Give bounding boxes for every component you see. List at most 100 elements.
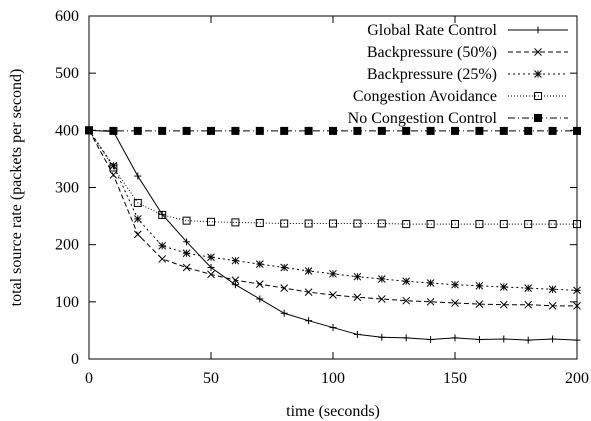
filled-square-marker: [402, 126, 411, 135]
open-square-marker: [158, 210, 167, 219]
marker-stroke: [377, 295, 386, 303]
filled-square-marker: [109, 126, 118, 135]
marker-stroke: [475, 300, 484, 308]
legend-label: Backpressure (25%): [367, 66, 497, 83]
marker-stroke: [402, 296, 411, 305]
marker-square: [451, 220, 459, 229]
plus-marker: [231, 281, 239, 289]
filled-square-marker: [573, 126, 581, 135]
filled-square-marker: [304, 126, 313, 135]
open-square-marker: [548, 220, 557, 229]
marker-stroke: [280, 284, 289, 292]
marker-square: [85, 126, 93, 135]
series-1: [85, 126, 581, 310]
cross-marker: [499, 300, 508, 309]
marker-stroke: [133, 215, 142, 223]
filled-square-marker: [534, 114, 542, 122]
star-marker: [133, 215, 142, 223]
marker-stroke: [534, 48, 542, 56]
cross-marker: [353, 293, 362, 302]
filled-square-marker: [280, 126, 289, 135]
star-marker: [426, 279, 435, 287]
marker-stroke: [573, 301, 581, 310]
marker-square: [158, 210, 167, 219]
filled-square-marker: [133, 126, 142, 135]
cross-marker: [329, 291, 337, 299]
x-tick-label: 200: [565, 370, 589, 387]
filled-square-marker: [207, 126, 215, 135]
filled-square-marker: [426, 126, 435, 135]
marker-stroke: [133, 230, 142, 239]
x-tick-label: 50: [203, 370, 219, 387]
marker-stroke: [329, 269, 337, 278]
marker-square: [353, 219, 362, 228]
open-square-marker: [534, 92, 542, 100]
plus-marker: [280, 309, 288, 317]
marker-stroke: [451, 280, 459, 289]
series-0: [85, 126, 581, 344]
plus-marker: [475, 336, 483, 344]
marker-stroke: [499, 283, 508, 291]
cross-marker: [402, 296, 411, 305]
legend: Global Rate Control Backpressure (50%) Bac…: [348, 22, 568, 127]
marker-stroke: [158, 241, 167, 250]
marker-square: [158, 126, 167, 135]
filled-square-marker: [231, 126, 240, 135]
marker-square: [499, 220, 508, 229]
marker-square: [133, 198, 142, 207]
star-marker: [207, 253, 215, 262]
star-marker: [182, 249, 191, 258]
cross-marker: [377, 295, 386, 303]
filled-square-marker: [329, 126, 337, 135]
marker-stroke: [207, 270, 215, 279]
filled-square-marker: [475, 126, 484, 135]
star-marker: [255, 260, 264, 268]
marker-square: [402, 126, 411, 135]
y-axis-label: total source rate (packets per second): [8, 69, 25, 307]
marker-stroke: [109, 171, 118, 179]
cross-marker: [304, 288, 313, 296]
star-marker: [377, 275, 386, 283]
axis-ticks: 0 50 100 150 200 0 100 200 300 400 500 600: [55, 8, 589, 387]
star-marker: [451, 280, 459, 289]
open-square-marker: [133, 198, 142, 207]
open-square-marker: [377, 219, 386, 228]
star-marker: [231, 256, 240, 265]
plot-border: [88, 15, 578, 360]
marker-square: [304, 219, 313, 228]
open-square-marker: [451, 220, 459, 229]
marker-stroke: [548, 301, 557, 310]
plus-marker: [158, 210, 166, 218]
plus-marker: [524, 336, 532, 344]
x-axis-label: time (seconds): [286, 403, 380, 420]
plus-marker: [305, 317, 313, 325]
marker-stroke: [255, 260, 264, 268]
open-square-marker: [573, 220, 581, 229]
series-4: [85, 126, 581, 135]
series-line: [88, 129, 578, 341]
marker-stroke: [499, 300, 508, 309]
x-tick-label: 100: [321, 370, 345, 387]
legend-entry: No Congestion Control: [348, 110, 568, 127]
legend-label: Congestion Avoidance: [353, 88, 497, 105]
filled-square-marker: [158, 126, 167, 135]
marker-square: [475, 126, 484, 135]
marker-square: [426, 220, 435, 229]
marker-square: [377, 219, 386, 228]
marker-square: [548, 126, 557, 135]
marker-stroke: [280, 263, 289, 272]
marker-square: [475, 220, 484, 229]
star-marker: [304, 267, 313, 275]
open-square-marker: [182, 216, 191, 225]
marker-square: [534, 92, 542, 100]
filled-square-marker: [548, 126, 557, 135]
marker-square: [255, 218, 264, 227]
marker-square: [231, 126, 240, 135]
marker-stroke: [182, 263, 191, 272]
marker-stroke: [182, 249, 191, 258]
cross-marker: [426, 297, 435, 306]
open-square-marker: [329, 219, 337, 228]
filled-square-marker: [255, 126, 264, 135]
cross-marker: [573, 301, 581, 310]
legend-entry: Backpressure (25%): [367, 66, 568, 83]
